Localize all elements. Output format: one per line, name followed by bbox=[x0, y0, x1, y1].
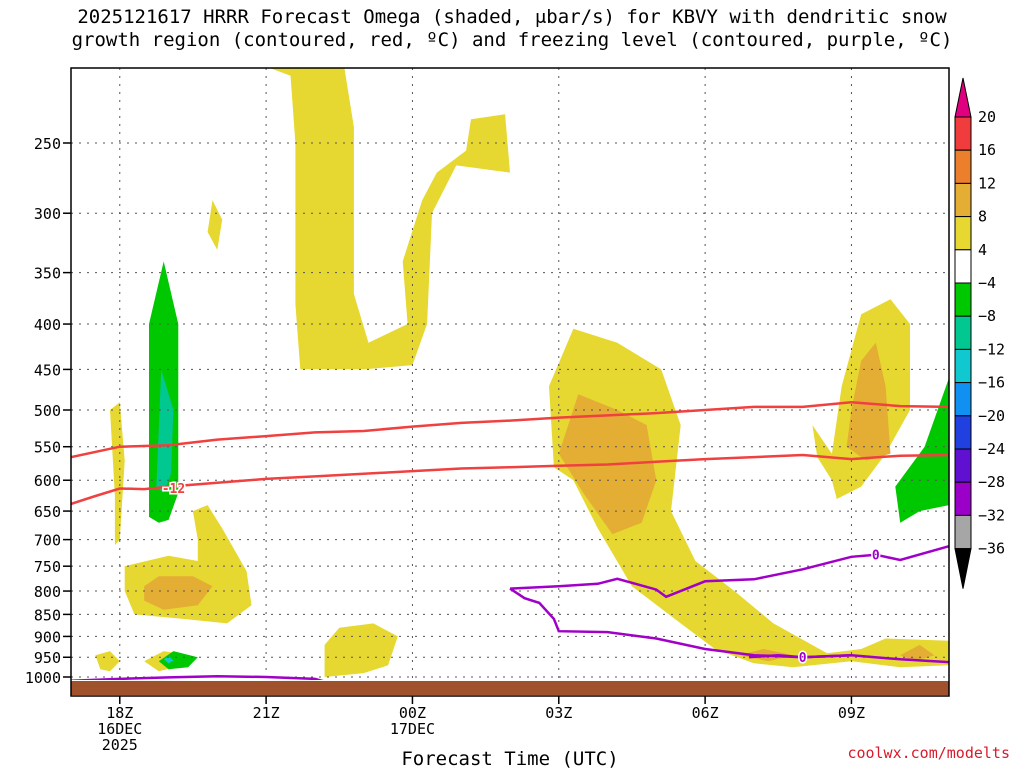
colorbar-label: −32 bbox=[978, 506, 1005, 524]
y-tick-label: 500 bbox=[34, 402, 61, 420]
colorbar-label: 12 bbox=[978, 174, 996, 192]
colorbar-swatch bbox=[954, 481, 972, 516]
freezing-contour-label: 0 bbox=[872, 549, 880, 564]
colorbar-swatch bbox=[954, 182, 972, 218]
colorbar-label: 8 bbox=[978, 208, 987, 226]
y-tick-label: 600 bbox=[34, 472, 61, 490]
omega-region-11 bbox=[144, 576, 213, 610]
x-tick-label: 2025 bbox=[102, 736, 138, 754]
colorbar-label: 20 bbox=[978, 108, 996, 126]
colorbar-label: −36 bbox=[978, 540, 1005, 558]
x-tick-label: 21Z bbox=[253, 704, 280, 722]
y-tick-label: 550 bbox=[34, 439, 61, 457]
freezing-contour-4 bbox=[71, 674, 324, 680]
y-tick-label: 350 bbox=[34, 265, 61, 283]
omega-region-1 bbox=[269, 68, 510, 370]
colorbar-label: −4 bbox=[978, 274, 996, 292]
freezing-contour-3 bbox=[748, 653, 852, 659]
credit-text: coolwx.com/modelts bbox=[847, 744, 1010, 762]
y-tick-label: 750 bbox=[34, 558, 61, 576]
colorbar-swatch bbox=[954, 348, 972, 384]
x-tick-label: 18Z bbox=[106, 704, 133, 722]
omega-shading bbox=[95, 68, 949, 677]
y-tick-label: 450 bbox=[34, 361, 61, 379]
colorbar-swatch bbox=[954, 149, 972, 184]
x-tick-label: 17DEC bbox=[390, 720, 435, 738]
colorbar-swatch bbox=[954, 415, 972, 450]
omega-region-18 bbox=[156, 369, 174, 493]
dgz-contour-label: -12 bbox=[162, 482, 185, 497]
colorbar-swatch bbox=[954, 116, 972, 151]
y-tick-label: 700 bbox=[34, 532, 61, 550]
omega-region-8 bbox=[95, 651, 120, 672]
omega-region-19 bbox=[163, 656, 174, 664]
y-tick-label: 1000 bbox=[25, 669, 61, 687]
y-tick-label: 800 bbox=[34, 583, 61, 601]
colorbar-label: 16 bbox=[978, 141, 996, 159]
x-tick-label: 09Z bbox=[838, 704, 865, 722]
grid-lines bbox=[71, 68, 949, 680]
freezing-contour-1 bbox=[509, 544, 949, 599]
omega-region-16 bbox=[158, 651, 198, 670]
omega-region-6 bbox=[207, 200, 223, 250]
omega-region-12 bbox=[846, 342, 891, 461]
colorbar-swatch bbox=[954, 514, 972, 550]
dgz-contour-1 bbox=[71, 400, 949, 459]
colorbar-label: −24 bbox=[978, 440, 1005, 458]
x-axis-label: Forecast Time (UTC) bbox=[401, 748, 618, 768]
y-tick-label: 400 bbox=[34, 316, 61, 334]
dgz-contour-2 bbox=[71, 453, 949, 506]
chart-title: 2025121617 HRRR Forecast Omega (shaded, … bbox=[71, 6, 953, 51]
y-tick-label: 950 bbox=[34, 649, 61, 667]
plot-frame bbox=[70, 67, 950, 697]
colorbar-bottom-arrow bbox=[954, 548, 972, 589]
colorbar-swatch bbox=[954, 216, 972, 251]
y-tick-label: 250 bbox=[34, 135, 61, 153]
colorbar-label: −28 bbox=[978, 473, 1005, 491]
colorbar-swatch bbox=[954, 448, 972, 483]
colorbar-swatch bbox=[954, 315, 972, 350]
colorbar-swatch bbox=[954, 382, 972, 417]
colorbar-label: −8 bbox=[978, 307, 996, 325]
colorbar-label: −16 bbox=[978, 374, 1005, 392]
colorbar-label: −12 bbox=[978, 340, 1005, 358]
x-tick-label: 03Z bbox=[545, 704, 572, 722]
x-tick-label: 00Z bbox=[399, 704, 426, 722]
x-tick-label: 16DEC bbox=[97, 720, 142, 738]
colorbar-top-arrow bbox=[954, 77, 972, 118]
y-tick-label: 850 bbox=[34, 606, 61, 624]
colorbar-swatch bbox=[954, 249, 972, 284]
contours: -12 0 0 bbox=[71, 400, 949, 680]
colorbar: 20 16 12 8 4 −4 −8 −12 −16 −20 −24 −28 −32 −36 bbox=[954, 77, 1005, 589]
x-tick-label: 06Z bbox=[692, 704, 719, 722]
omega-region-14 bbox=[900, 644, 935, 662]
colorbar-label: 4 bbox=[978, 241, 987, 259]
omega-region-5 bbox=[110, 402, 125, 546]
y-tick-label: 650 bbox=[34, 503, 61, 521]
terrain-strip bbox=[71, 681, 949, 695]
freezing-contour-label: 0 bbox=[799, 651, 807, 666]
y-tick-label: 300 bbox=[34, 205, 61, 223]
omega-region-17 bbox=[895, 377, 949, 523]
omega-region-7 bbox=[324, 623, 398, 677]
y-axis-ticks: 250 300 350 400 450 500 550 600 650 700 750 800 850 9… bbox=[25, 135, 71, 687]
colorbar-swatch bbox=[954, 282, 972, 317]
colorbar-label: −20 bbox=[978, 407, 1005, 425]
y-tick-label: 900 bbox=[34, 628, 61, 646]
